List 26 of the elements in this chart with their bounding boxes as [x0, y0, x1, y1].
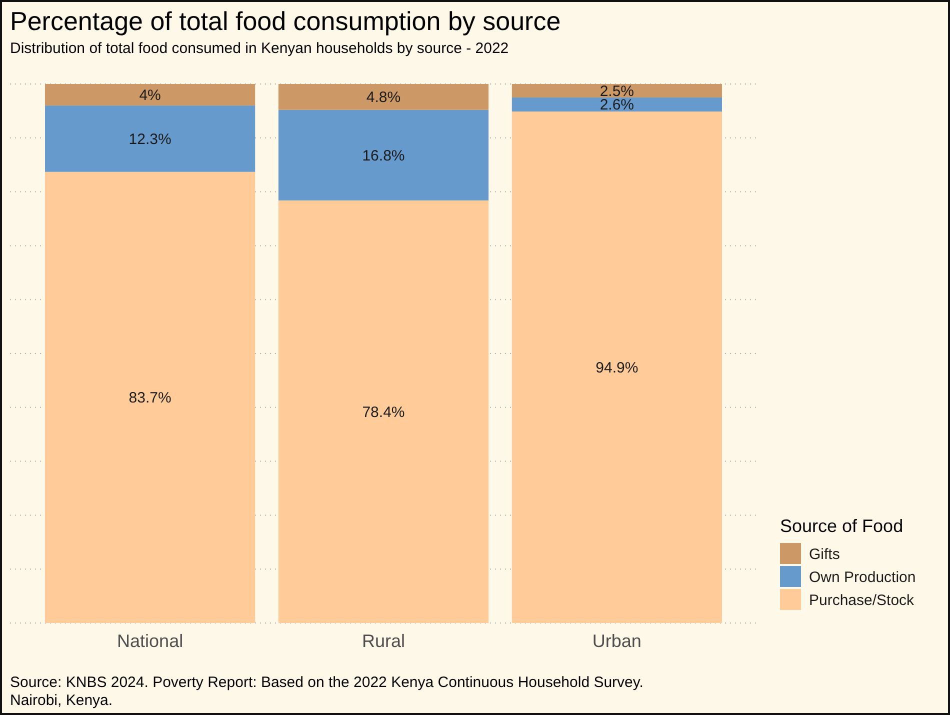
bar: [278, 110, 489, 200]
bar: [278, 200, 489, 623]
data-label: 4.8%: [366, 89, 401, 106]
data-label: 4%: [139, 87, 161, 104]
x-tick-label: Rural: [362, 631, 406, 651]
chart-title: Percentage of total food consumption by source: [10, 6, 561, 36]
bar: [512, 84, 722, 98]
bar: [512, 97, 722, 112]
bar: [512, 111, 722, 623]
legend-label: Purchase/Stock: [809, 592, 915, 609]
data-label: 83.7%: [128, 390, 172, 407]
source-note: Source: KNBS 2024. Poverty Report: Based on the 2022 Kenya Continuous Household Survey. Nairobi, Kenya.: [10, 674, 644, 709]
legend-label: Own Production: [809, 568, 916, 586]
legend-title: Source of Food: [780, 516, 904, 536]
bar: [45, 84, 256, 106]
bar: [278, 84, 489, 110]
data-label: 16.8%: [362, 147, 405, 164]
bar: [45, 172, 256, 623]
x-tick-label: Urban: [592, 631, 642, 651]
bar: [45, 106, 256, 172]
x-tick-label: National: [117, 631, 184, 651]
legend-label: Gifts: [809, 546, 840, 563]
chart-subtitle: Distribution of total food consumed in Kenyan households by source - 2022: [10, 40, 509, 57]
data-label: 94.9%: [596, 359, 638, 376]
data-label: 78.4%: [362, 404, 405, 421]
data-label: 12.3%: [128, 130, 172, 148]
